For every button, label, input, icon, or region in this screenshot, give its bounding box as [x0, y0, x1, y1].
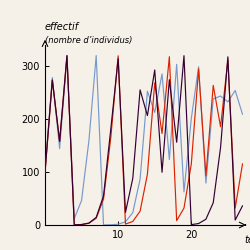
Text: temps: temps: [245, 234, 250, 244]
Text: (nombre d’individus): (nombre d’individus): [45, 36, 132, 45]
Text: effectif: effectif: [45, 22, 79, 32]
